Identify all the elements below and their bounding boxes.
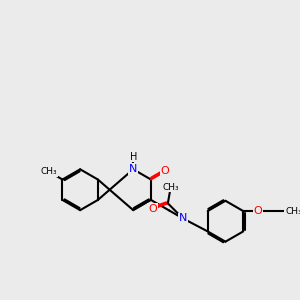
- Text: O: O: [254, 206, 262, 216]
- Text: CH₃: CH₃: [40, 167, 57, 176]
- Text: N: N: [129, 164, 137, 174]
- Text: H: H: [130, 152, 137, 161]
- Text: CH₃: CH₃: [162, 183, 179, 192]
- Text: O: O: [161, 166, 170, 176]
- Text: O: O: [148, 204, 157, 214]
- Text: CH₃: CH₃: [285, 206, 300, 215]
- Text: N: N: [179, 213, 187, 224]
